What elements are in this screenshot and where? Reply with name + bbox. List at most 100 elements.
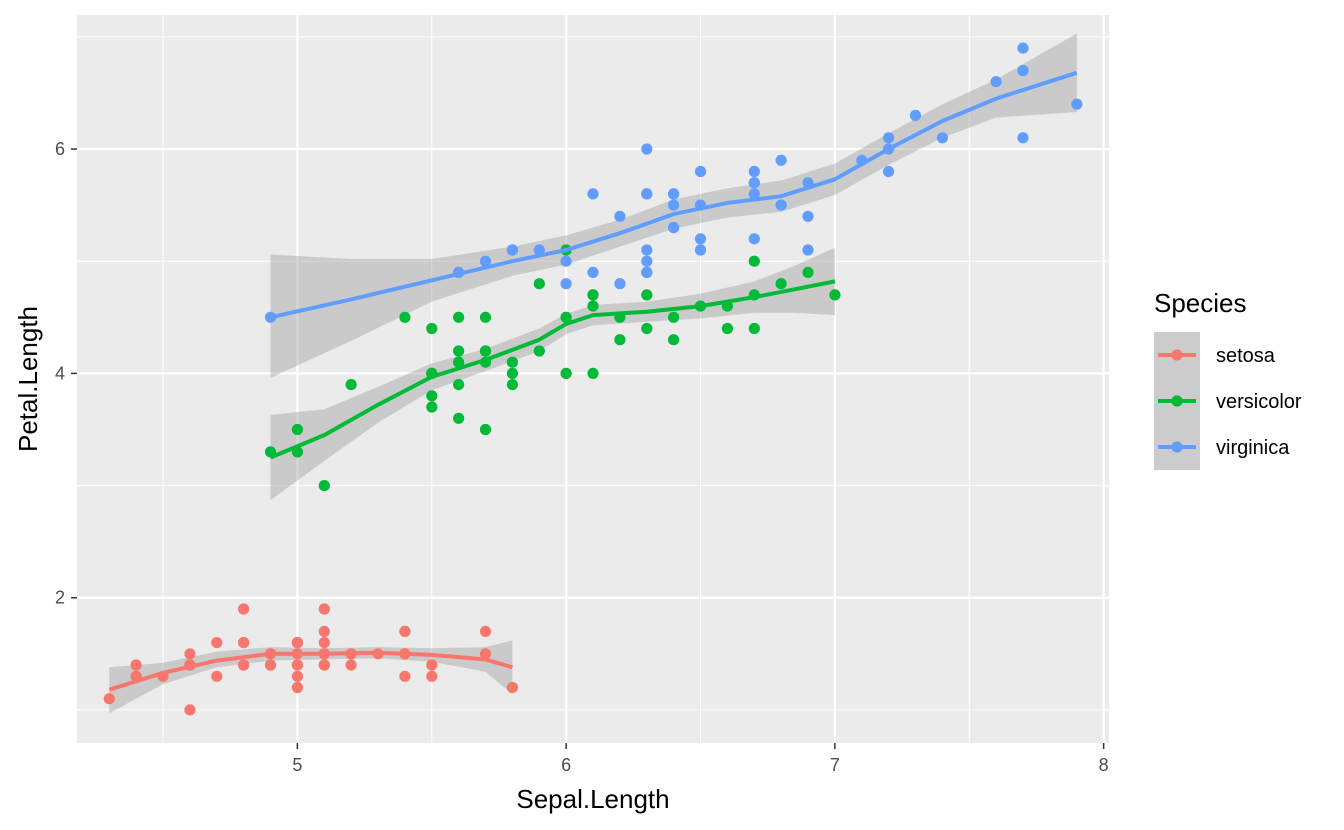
point-versicolor — [479, 311, 492, 323]
point-virginica — [641, 188, 653, 200]
point-setosa — [318, 637, 330, 649]
point-setosa — [291, 659, 303, 671]
point-versicolor — [721, 322, 734, 335]
point-versicolor — [399, 311, 411, 323]
point-virginica — [587, 266, 599, 278]
point-setosa — [238, 603, 250, 615]
point-versicolor — [506, 356, 518, 368]
point-virginica — [1017, 64, 1029, 77]
point-setosa — [345, 659, 357, 671]
x-tick-label: 6 — [561, 755, 571, 775]
point-virginica — [883, 165, 895, 178]
point-versicolor — [533, 278, 545, 290]
point-virginica — [802, 244, 814, 256]
point-versicolor — [453, 356, 465, 368]
point-versicolor — [829, 289, 841, 301]
point-versicolor — [533, 345, 545, 357]
point-setosa — [291, 637, 303, 649]
y-tick-label: 4 — [55, 363, 65, 383]
point-versicolor — [587, 300, 599, 312]
legend-label-virginica: virginica — [1216, 437, 1290, 459]
point-virginica — [614, 210, 626, 222]
point-versicolor — [587, 367, 599, 379]
point-setosa — [184, 648, 196, 660]
point-setosa — [211, 637, 223, 649]
point-setosa — [318, 603, 330, 615]
point-setosa — [130, 659, 142, 671]
point-virginica — [1017, 132, 1029, 144]
legend-point-virginica — [1171, 441, 1183, 453]
point-setosa — [238, 637, 250, 649]
point-setosa — [479, 625, 492, 638]
point-setosa — [291, 670, 303, 682]
point-setosa — [506, 681, 518, 694]
point-versicolor — [802, 266, 814, 278]
point-versicolor — [641, 289, 653, 301]
x-tick-label: 5 — [292, 755, 302, 775]
x-tick-label: 7 — [830, 755, 840, 775]
point-versicolor — [453, 311, 465, 323]
point-virginica — [587, 188, 599, 200]
point-versicolor — [506, 379, 518, 391]
point-virginica — [775, 199, 787, 211]
point-versicolor — [506, 367, 518, 379]
point-setosa — [318, 625, 330, 638]
point-virginica — [614, 278, 626, 290]
point-setosa — [318, 659, 330, 671]
point-virginica — [936, 132, 949, 144]
point-setosa — [184, 704, 196, 716]
point-setosa — [426, 659, 438, 671]
point-versicolor — [426, 322, 438, 335]
point-versicolor — [775, 278, 787, 290]
point-virginica — [802, 210, 814, 222]
legend-point-setosa — [1171, 349, 1183, 361]
point-virginica — [694, 165, 707, 178]
point-setosa — [399, 625, 411, 638]
point-virginica — [1017, 42, 1029, 54]
point-versicolor — [748, 322, 760, 335]
point-versicolor — [426, 390, 438, 402]
point-setosa — [291, 681, 303, 694]
point-virginica — [641, 266, 653, 278]
point-setosa — [399, 670, 411, 682]
point-versicolor — [291, 423, 303, 436]
point-virginica — [668, 199, 680, 211]
point-virginica — [694, 244, 707, 256]
point-virginica — [641, 244, 653, 256]
point-setosa — [426, 670, 438, 682]
point-virginica — [506, 244, 518, 256]
point-virginica — [775, 154, 787, 166]
point-virginica — [909, 109, 922, 121]
legend-label-setosa: setosa — [1216, 345, 1276, 367]
point-versicolor — [668, 311, 680, 323]
point-virginica — [748, 188, 760, 200]
point-versicolor — [453, 379, 465, 391]
legend-title: Species — [1154, 288, 1247, 318]
legend-label-versicolor: versicolor — [1216, 391, 1302, 413]
point-virginica — [748, 165, 760, 178]
point-virginica — [748, 233, 760, 245]
point-virginica — [533, 244, 545, 256]
point-virginica — [1071, 98, 1083, 110]
point-versicolor — [479, 345, 492, 357]
point-setosa — [103, 693, 115, 705]
smooth-line-setosa — [108, 650, 513, 692]
point-versicolor — [587, 289, 599, 301]
point-versicolor — [426, 401, 438, 413]
point-virginica — [641, 143, 653, 155]
point-versicolor — [453, 412, 465, 424]
point-virginica — [560, 255, 572, 267]
point-versicolor — [748, 255, 760, 267]
point-versicolor — [453, 345, 465, 357]
legend: Species setosa versicolor virginica — [1154, 288, 1302, 470]
point-versicolor — [479, 423, 492, 436]
point-virginica — [479, 255, 492, 267]
point-versicolor — [560, 311, 572, 323]
confidence-band-versicolor — [270, 247, 835, 501]
y-axis-title: Petal.Length — [13, 306, 43, 452]
point-virginica — [668, 222, 680, 234]
point-virginica — [990, 76, 1002, 88]
axes: 5 6 7 8 2 4 6 — [55, 139, 1109, 775]
smooth-line-versicolor — [269, 279, 836, 460]
